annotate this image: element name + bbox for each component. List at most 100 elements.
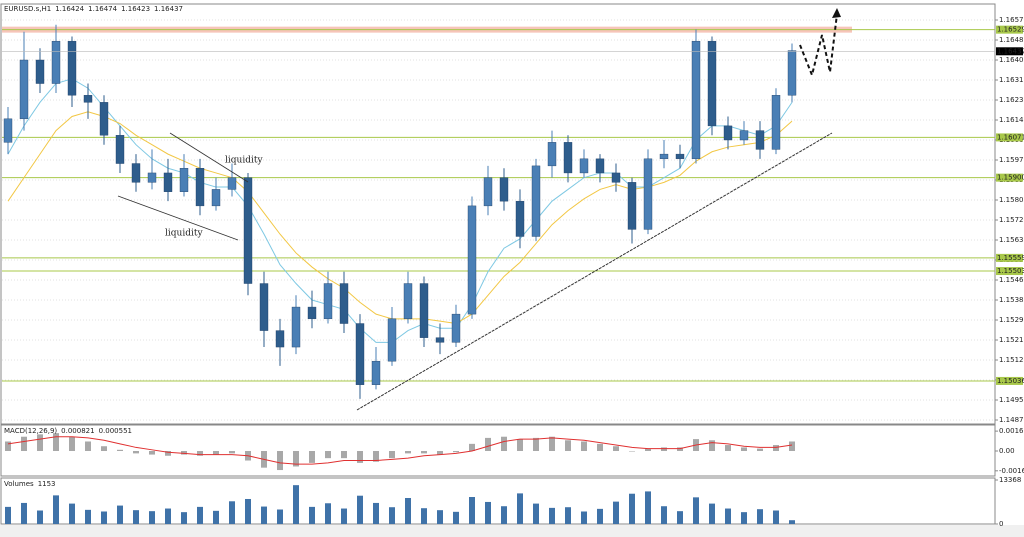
bar (21, 502, 27, 524)
bar (725, 445, 731, 451)
level-label: 1.15900 (997, 174, 1024, 182)
signal-line (7, 436, 793, 465)
wedge-line (169, 132, 249, 183)
bar (197, 506, 203, 524)
bar (5, 441, 11, 451)
candle-body (147, 172, 157, 183)
bar (117, 505, 123, 524)
bar (197, 451, 203, 456)
bar (773, 510, 779, 524)
candle-body (19, 59, 29, 120)
candle-body (403, 283, 413, 320)
bar (709, 503, 715, 524)
moving-average (7, 78, 793, 343)
bar (517, 439, 523, 451)
bar (693, 497, 699, 524)
indicator-title: Volumes (4, 480, 34, 488)
bar (453, 451, 459, 453)
candle-body (627, 182, 637, 230)
y-tick-label: 1.16485 (999, 36, 1024, 44)
bar (405, 451, 411, 454)
y-tick-label: 1.16230 (999, 96, 1024, 104)
level-tag (996, 25, 1023, 34)
candle-body (339, 283, 349, 324)
bar (325, 503, 331, 524)
bar (229, 501, 235, 524)
header-value: 1.16424 (55, 5, 85, 13)
bar (357, 495, 363, 524)
level-label: 1.15559 (997, 254, 1024, 262)
plot-layer: 1.16570 1.16485 1.16400 1.16315 1.16230 1.161… (2, 16, 1024, 528)
bar (661, 506, 667, 524)
level-label: 1.15503 (997, 267, 1024, 275)
bar (309, 506, 315, 524)
main-header: EURUSD.s,H1 1.16424 1.16474 1.16423 1.16437 (4, 5, 187, 13)
bar (613, 501, 619, 524)
bar (645, 491, 651, 524)
trend-line (356, 132, 833, 411)
candle-body (755, 130, 765, 150)
bar (341, 451, 347, 459)
bar (85, 509, 91, 524)
level-tag (996, 267, 1023, 276)
level-tag (996, 253, 1023, 262)
y-tick-label: 1.16400 (999, 56, 1024, 64)
bar (725, 508, 731, 524)
bar (437, 451, 443, 455)
level-label: 1.15036 (997, 377, 1024, 385)
bar (581, 511, 587, 524)
candle-body (659, 153, 669, 160)
bar (181, 512, 187, 524)
bar (789, 520, 795, 524)
bar (37, 434, 43, 451)
candle-body (691, 40, 701, 160)
candle-body (275, 330, 285, 348)
bar (293, 451, 299, 467)
annotation: liquidity (225, 156, 263, 166)
volume-header: Volumes 1153 (4, 480, 60, 488)
y-tick-label: 1.16570 (999, 16, 1024, 24)
bar (581, 441, 587, 451)
candle-body (291, 306, 301, 348)
candle-body (515, 200, 525, 237)
candle-body (371, 360, 381, 385)
candle-body (451, 313, 461, 343)
candle-body (467, 205, 477, 315)
bar (629, 451, 635, 452)
bar (453, 511, 459, 524)
bar (165, 451, 171, 456)
bar (533, 503, 539, 524)
y-tick-label: 1.15380 (999, 296, 1024, 304)
bar (37, 510, 43, 524)
bar (549, 436, 555, 451)
forecast-arrow (799, 13, 838, 79)
y-tick-label: 0.00 (999, 447, 1015, 455)
moving-average (7, 111, 793, 325)
header-value: 1.16474 (88, 5, 118, 13)
bar (565, 507, 571, 524)
bar (677, 447, 683, 451)
bar (469, 497, 475, 524)
indicator-title: MACD(12,26,9) (4, 427, 58, 435)
candle-body (227, 177, 237, 190)
bar (277, 451, 283, 471)
y-tick-label: 1.16145 (999, 116, 1024, 124)
candle-body (35, 59, 45, 84)
last-price-label: 1.16437 (997, 47, 1024, 55)
candle-body (355, 323, 365, 385)
wedge-line (117, 195, 239, 241)
bar (149, 451, 155, 455)
candle-body (483, 177, 493, 207)
bar (549, 507, 555, 524)
bar (117, 449, 123, 451)
bar (341, 508, 347, 524)
macd-header: MACD(12,26,9) 0.000821 0.000551 (4, 427, 136, 435)
y-tick-label: 1.15125 (999, 356, 1024, 364)
candle-body (243, 177, 253, 284)
bar (229, 451, 235, 454)
y-tick-label: 1.15635 (999, 236, 1024, 244)
level-label: 1.16529 (997, 26, 1024, 34)
bar (437, 510, 443, 524)
time-axis (0, 525, 1024, 537)
last-price-tag (996, 47, 1023, 56)
